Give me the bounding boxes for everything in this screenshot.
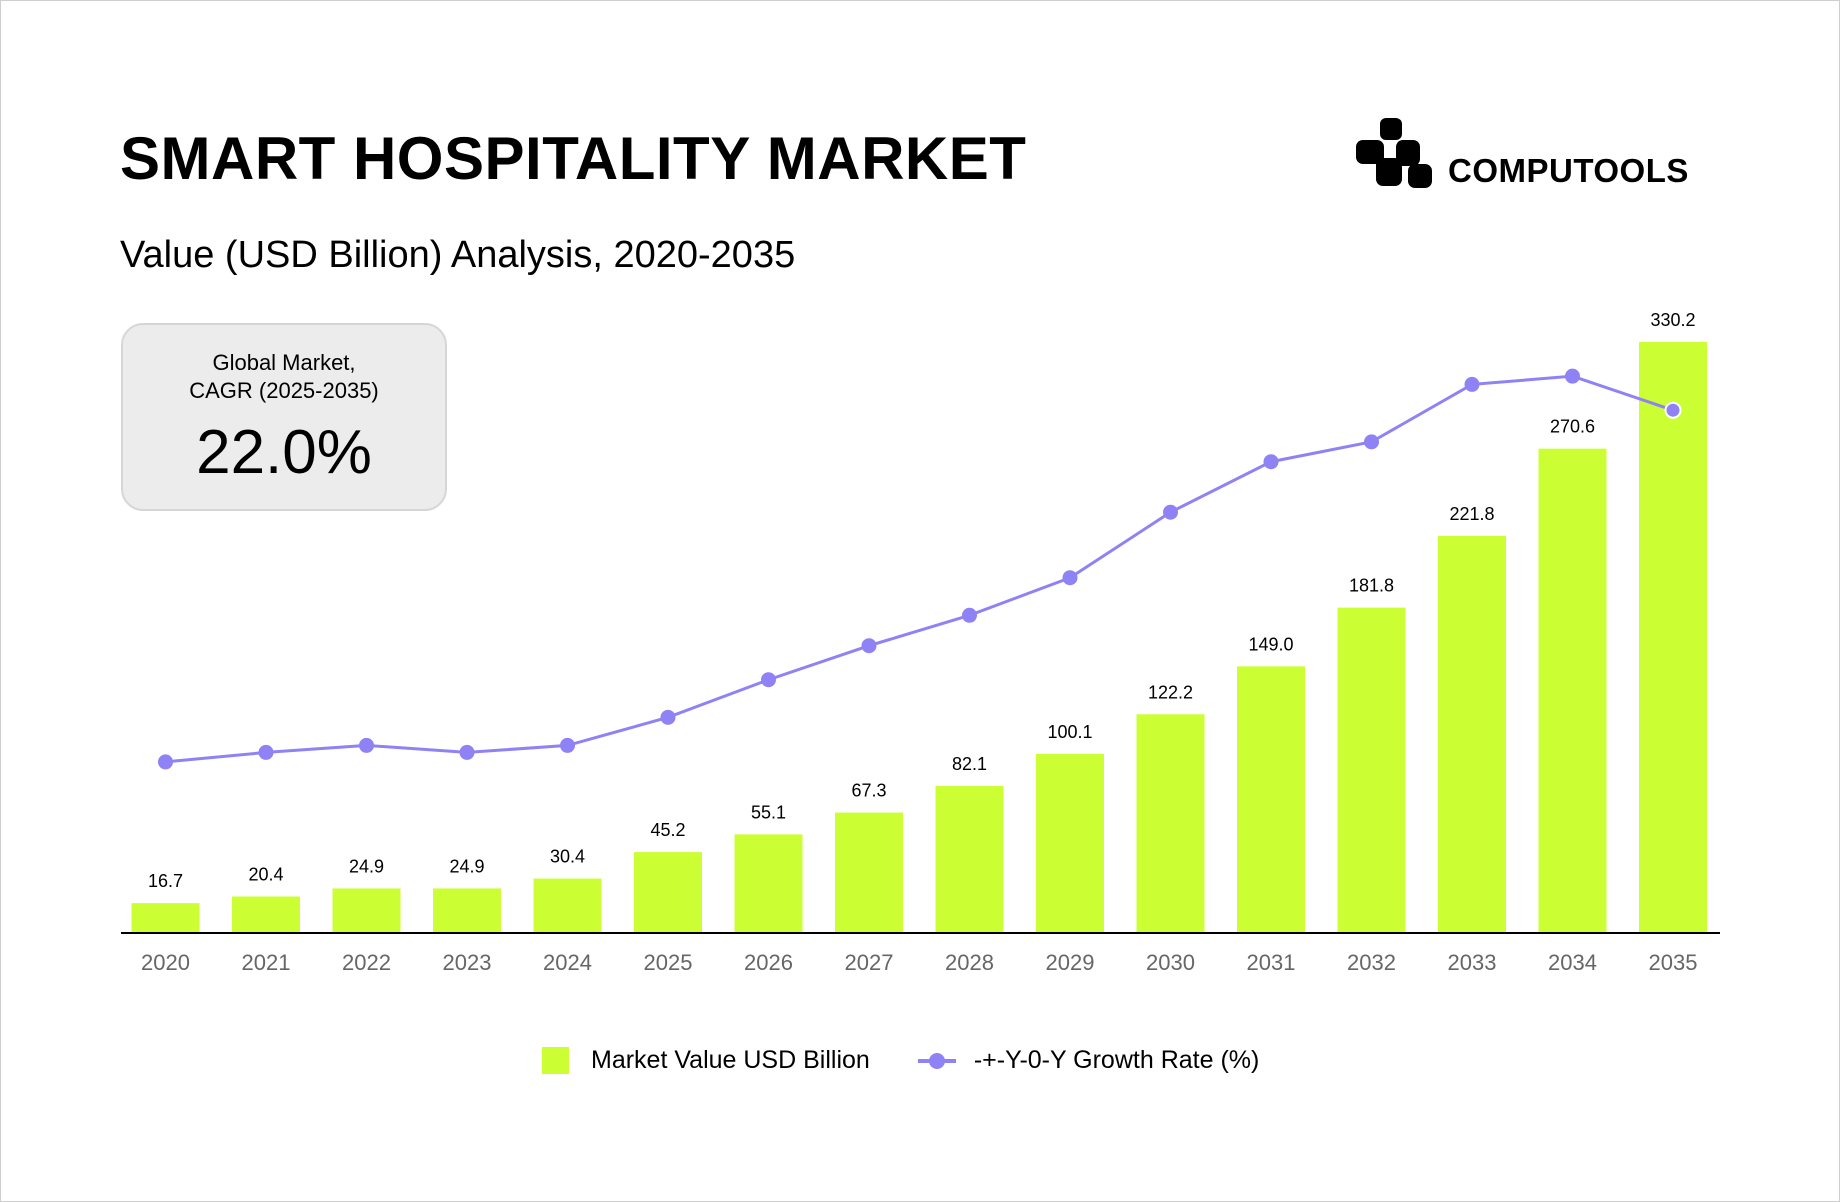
growth-point-2025 <box>660 709 676 725</box>
legend: Market Value USD Billion -+-Y-0-Y Growth… <box>542 1046 1259 1075</box>
growth-point-2023 <box>459 744 475 760</box>
x-tick-2031: 2031 <box>1247 950 1296 975</box>
bar-label-2023: 24.9 <box>449 856 484 876</box>
logo: COMPUTOOLS <box>1356 118 1689 192</box>
x-tick-2030: 2030 <box>1146 950 1195 975</box>
logo-text: COMPUTOOLS <box>1448 152 1689 189</box>
growth-point-2028 <box>962 607 977 623</box>
cagr-box: Global Market, CAGR (2025-2035) 22.0% <box>121 323 447 511</box>
x-tick-2034: 2034 <box>1548 950 1597 975</box>
x-tick-2029: 2029 <box>1046 950 1095 975</box>
growth-point-2034 <box>1565 368 1580 384</box>
bar-2021 <box>232 896 300 933</box>
growth-line <box>165 374 1674 764</box>
bar-label-2021: 20.4 <box>248 864 283 884</box>
bar-label-2034: 270.6 <box>1550 417 1595 437</box>
page-subtitle: Value (USD Billion) Analysis, 2020-2035 <box>120 234 796 276</box>
bar-2023 <box>433 888 501 933</box>
bar-label-2024: 30.4 <box>550 847 585 867</box>
cagr-value: 22.0% <box>196 418 372 487</box>
bar-label-2020: 16.7 <box>148 871 183 891</box>
x-tick-2021: 2021 <box>242 950 291 975</box>
growth-point-2020 <box>158 754 173 770</box>
bar-2020 <box>131 903 200 933</box>
bar-2031 <box>1237 666 1305 933</box>
bar-2024 <box>533 878 602 933</box>
bar-2032 <box>1337 607 1406 933</box>
bar-label-2031: 149.0 <box>1248 634 1293 654</box>
growth-point-2024 <box>560 737 575 753</box>
x-tick-2026: 2026 <box>744 950 793 975</box>
x-tick-2033: 2033 <box>1448 950 1497 975</box>
bar-2033 <box>1438 536 1506 933</box>
bar-label-2029: 100.1 <box>1047 722 1092 742</box>
legend-bar-swatch <box>542 1047 569 1074</box>
bar-2035 <box>1639 342 1707 933</box>
bar-label-2022: 24.9 <box>349 856 384 876</box>
growth-point-2029 <box>1062 570 1078 586</box>
bar-label-2026: 55.1 <box>751 802 786 822</box>
bar-2026 <box>734 834 803 933</box>
legend-bar-label: Market Value USD Billion <box>591 1046 870 1074</box>
x-tick-2027: 2027 <box>845 950 894 975</box>
bar-label-2030: 122.2 <box>1148 682 1193 702</box>
growth-point-2022 <box>359 737 374 753</box>
bar-label-2033: 221.8 <box>1449 504 1494 524</box>
x-tick-2035: 2035 <box>1649 950 1698 975</box>
bar-2028 <box>935 786 1004 933</box>
bar-label-2025: 45.2 <box>650 820 685 840</box>
growth-point-2031 <box>1263 454 1279 470</box>
growth-point-2033 <box>1464 376 1480 392</box>
growth-point-2026 <box>761 672 776 688</box>
growth-point-2021 <box>258 744 274 760</box>
x-tick-2024: 2024 <box>543 950 592 975</box>
bar-2022 <box>332 888 401 933</box>
bar-2030 <box>1136 714 1205 933</box>
bar-2027 <box>835 812 903 933</box>
growth-point-2030 <box>1163 504 1178 520</box>
bar-label-2035: 330.2 <box>1650 310 1695 330</box>
cagr-label: Global Market, CAGR (2025-2035) <box>123 349 445 405</box>
x-tick-2025: 2025 <box>644 950 693 975</box>
x-tick-2023: 2023 <box>443 950 492 975</box>
legend-line-label: -+-Y-0-Y Growth Rate (%) <box>973 1046 1260 1074</box>
growth-point-2035 <box>1664 401 1682 419</box>
x-tick-2028: 2028 <box>945 950 994 975</box>
bar-2034 <box>1538 448 1607 933</box>
page-title: SMART HOSPITALITY MARKET <box>120 125 1027 192</box>
growth-point-2032 <box>1364 434 1379 450</box>
bar-label-2028: 82.1 <box>952 754 987 774</box>
bar-2025 <box>634 852 702 933</box>
cagr-label-line2: CAGR (2025-2035) <box>189 378 379 403</box>
growth-point-2027 <box>861 638 877 654</box>
cagr-label-line1: Global Market, <box>212 350 356 375</box>
computools-logo-icon <box>1356 118 1432 188</box>
bar-label-2027: 67.3 <box>851 781 886 801</box>
legend-line-marker-icon <box>917 1052 956 1069</box>
bar-label-2032: 181.8 <box>1349 576 1394 596</box>
x-tick-2022: 2022 <box>342 950 391 975</box>
bar-2029 <box>1036 753 1104 933</box>
x-tick-2020: 2020 <box>141 950 190 975</box>
x-tick-2032: 2032 <box>1347 950 1396 975</box>
